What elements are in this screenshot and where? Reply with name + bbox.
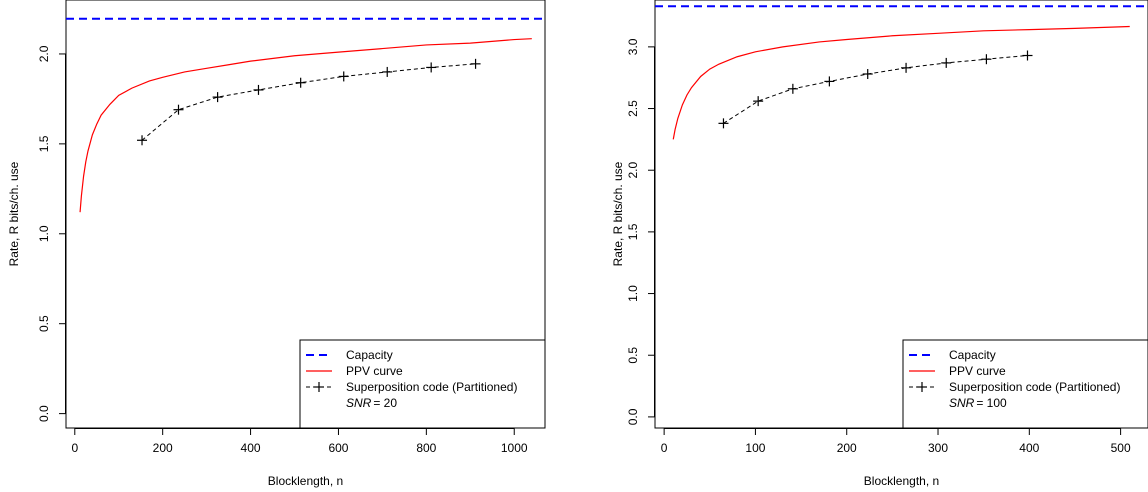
superposition-point xyxy=(295,77,306,88)
y-tick-label: 1.0 xyxy=(626,285,640,302)
superposition-point xyxy=(426,62,437,73)
legend-ppv-label: PPV curve xyxy=(346,364,403,378)
legend: Capacity PPV curve Superposition code (Par… xyxy=(902,339,1148,429)
superposition-point xyxy=(787,83,798,94)
superposition-point xyxy=(212,92,223,103)
x-tick-label: 600 xyxy=(328,441,348,455)
y-tick-label: 1.5 xyxy=(626,223,640,240)
x-tick-label: 300 xyxy=(928,441,948,455)
superposition-point xyxy=(173,104,184,115)
superposition-point xyxy=(470,58,481,69)
chart-panel-left: 0 200 400 600 800 1000 0.0 0.5 1.0 1.5 2.0 Blocklen… xyxy=(7,0,546,488)
y-axis-title: Rate, R bits/ch. use xyxy=(7,161,21,266)
legend-snr-label: SNR = 100 xyxy=(949,396,1007,410)
snr-symbol: SNR xyxy=(346,396,372,410)
superposition-point xyxy=(718,118,729,129)
snr-value: = 20 xyxy=(373,396,397,410)
x-axis-title: Blocklength, n xyxy=(268,474,343,488)
y-axis-title: Rate, R bits/ch. use xyxy=(611,161,625,266)
y-tick-label: 0.5 xyxy=(37,315,51,332)
x-tick-label: 800 xyxy=(416,441,436,455)
superposition-point xyxy=(137,135,148,146)
y-tick-label: 0.0 xyxy=(626,408,640,425)
superposition-point xyxy=(941,57,952,68)
y-tick-label: 2.0 xyxy=(626,162,640,179)
legend-box xyxy=(299,339,546,429)
legend-superposition-label: Superposition code (Partitioned) xyxy=(346,380,517,394)
legend-superposition-label: Superposition code (Partitioned) xyxy=(949,380,1120,394)
x-tick-label: 400 xyxy=(1019,441,1039,455)
plot-area xyxy=(655,5,1148,140)
y-tick-label: 3.0 xyxy=(626,38,640,55)
ppv-curve xyxy=(79,38,532,213)
superposition-point xyxy=(382,66,393,77)
legend: Capacity PPV curve Superposition code (Par… xyxy=(299,339,546,429)
legend-box xyxy=(902,339,1148,429)
superposition-point xyxy=(862,69,873,80)
x-tick-label: 200 xyxy=(153,441,173,455)
superposition-point xyxy=(901,62,912,73)
x-tick-label: 0 xyxy=(71,441,78,455)
superposition-point xyxy=(1022,50,1033,61)
superposition-point xyxy=(824,76,835,87)
y-tick-label: 0.0 xyxy=(37,405,51,422)
chart-panel-right: 0 100 200 300 400 500 0.0 0.5 1.0 1.5 2.0 2.5 3.0 Blo… xyxy=(611,0,1148,488)
superposition-line xyxy=(723,55,1028,124)
superposition-point xyxy=(981,54,992,65)
y-tick-label: 2.5 xyxy=(626,100,640,117)
y-tick-label: 1.0 xyxy=(37,225,51,242)
y-tick-label: 2.0 xyxy=(37,45,51,62)
ppv-curve xyxy=(672,25,1130,140)
legend-ppv-label: PPV curve xyxy=(949,364,1006,378)
superposition-point xyxy=(253,84,264,95)
legend-snr-label: SNR = 20 xyxy=(346,396,397,410)
x-tick-label: 500 xyxy=(1111,441,1131,455)
superposition-point xyxy=(753,96,764,107)
y-tick-label: 0.5 xyxy=(626,347,640,364)
x-tick-label: 400 xyxy=(241,441,261,455)
x-tick-label: 200 xyxy=(837,441,857,455)
x-tick-label: 1000 xyxy=(501,441,528,455)
x-axis-title: Blocklength, n xyxy=(864,474,939,488)
legend-capacity-label: Capacity xyxy=(949,348,996,362)
y-tick-label: 1.5 xyxy=(37,135,51,152)
legend-capacity-label: Capacity xyxy=(346,348,393,362)
x-tick-label: 0 xyxy=(661,441,668,455)
superposition-line xyxy=(141,63,476,141)
plot-area xyxy=(66,17,545,213)
x-tick-label: 100 xyxy=(745,441,765,455)
snr-symbol: SNR xyxy=(949,396,975,410)
superposition-point xyxy=(338,71,349,82)
snr-value: = 100 xyxy=(976,396,1007,410)
